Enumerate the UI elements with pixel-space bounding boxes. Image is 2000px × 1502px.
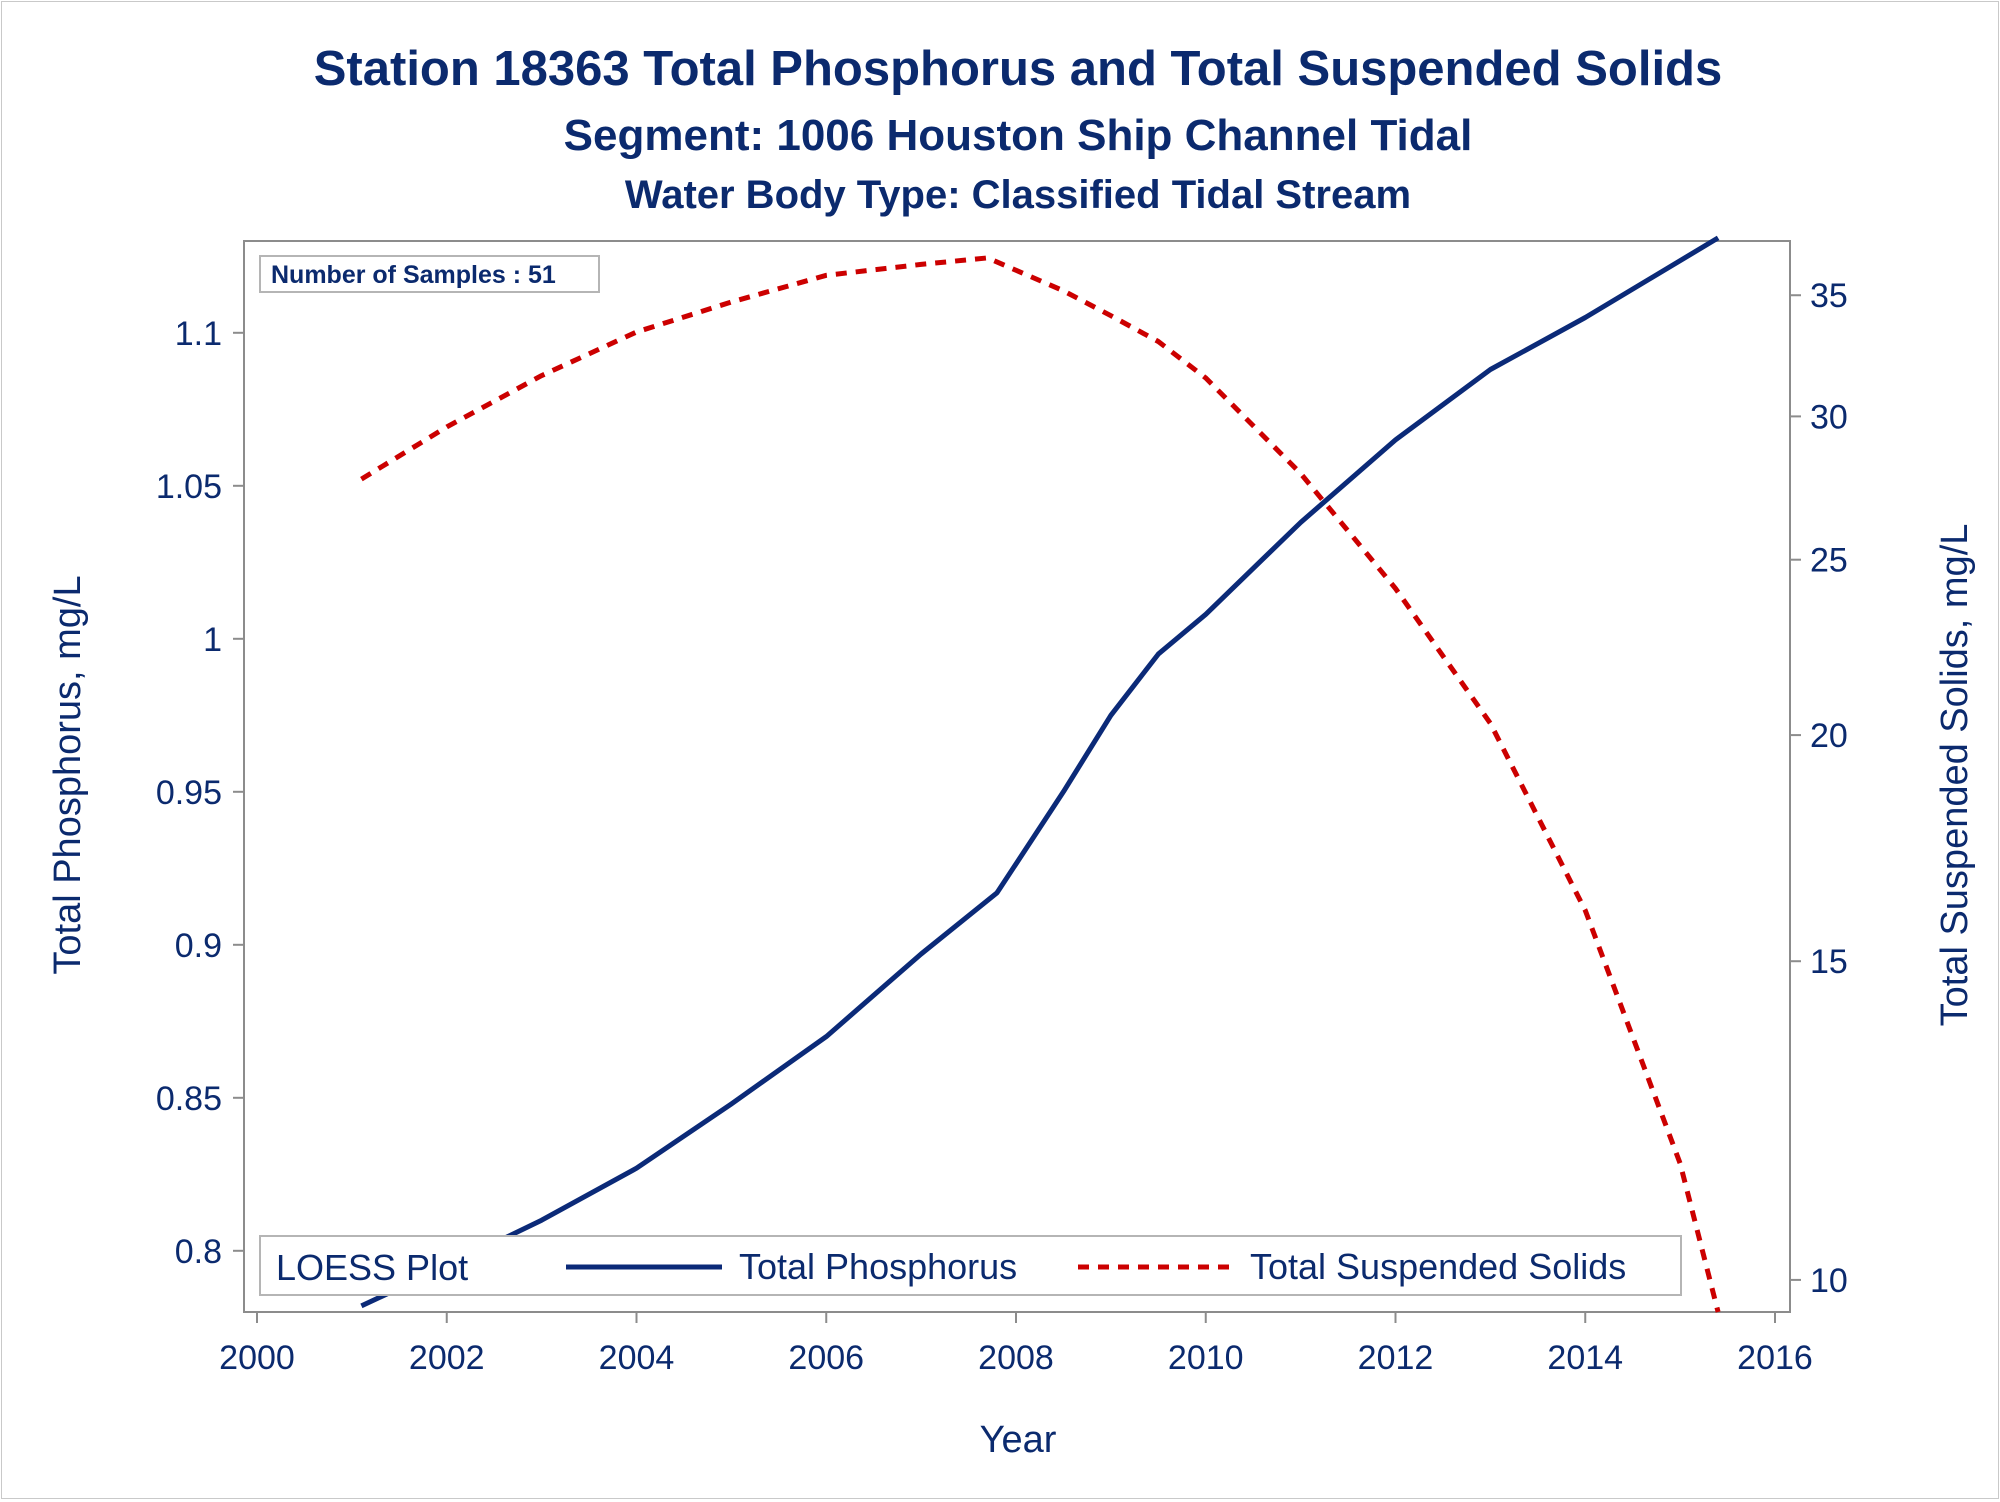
left-y-axis-label: Total Phosphorus, mg/L bbox=[47, 575, 89, 974]
right-y-tick-label: 15 bbox=[1810, 943, 1848, 981]
x-tick-label: 2002 bbox=[409, 1339, 485, 1377]
x-tick-label: 2010 bbox=[1168, 1339, 1244, 1377]
series-line-total-phosphorus bbox=[360, 235, 1720, 1309]
right-y-tick-label: 25 bbox=[1810, 542, 1848, 580]
x-axis-label: Year bbox=[980, 1419, 1057, 1461]
plot-area bbox=[243, 240, 1791, 1313]
x-tick-label: 2008 bbox=[978, 1339, 1054, 1377]
x-tick-label: 2012 bbox=[1358, 1339, 1434, 1377]
x-tick-label: 2004 bbox=[599, 1339, 675, 1377]
chart-subtitle-2: Water Body Type: Classified Tidal Stream bbox=[625, 173, 1411, 217]
chart-title: Station 18363 Total Phosphorus and Total… bbox=[314, 42, 1723, 96]
left-y-tick-label: 1 bbox=[203, 621, 222, 659]
x-tick-label: 2006 bbox=[788, 1339, 864, 1377]
sample-count-label: Number of Samples : 51 bbox=[271, 261, 556, 289]
right-y-tick-label: 35 bbox=[1810, 277, 1848, 315]
series-line-total-suspended-solids bbox=[360, 255, 1721, 1313]
right-y-axis-label: Total Suspended Solids, mg/L bbox=[1934, 524, 1976, 1027]
legend-label-phosphorus: Total Phosphorus bbox=[739, 1246, 1017, 1287]
sample-count-inset: Number of Samples : 51 bbox=[259, 255, 600, 293]
legend-box bbox=[259, 1235, 1682, 1296]
left-y-tick-label: 0.85 bbox=[156, 1080, 222, 1118]
chart-subtitle: Segment: 1006 Houston Ship Channel Tidal bbox=[564, 111, 1473, 160]
left-y-tick-label: 0.9 bbox=[175, 927, 222, 965]
x-tick-label: 2000 bbox=[219, 1339, 295, 1377]
right-y-tick-label: 30 bbox=[1810, 398, 1848, 436]
left-y-tick-label: 0.8 bbox=[175, 1233, 222, 1271]
legend: LOESS Plot Total Phosphorus Total Suspen… bbox=[259, 1235, 1682, 1296]
left-y-tick-label: 1.05 bbox=[156, 468, 222, 506]
x-axis: 2000 2002 2004 2006 2008 2010 2012 2014 2016 bbox=[219, 1312, 1813, 1377]
x-tick-label: 2014 bbox=[1547, 1339, 1623, 1377]
right-y-axis: 10 15 20 25 30 35 bbox=[1790, 277, 1848, 1300]
x-tick-label: 2016 bbox=[1737, 1339, 1813, 1377]
right-y-tick-label: 10 bbox=[1810, 1262, 1848, 1300]
legend-title: LOESS Plot bbox=[276, 1247, 468, 1288]
left-y-axis: 0.8 0.85 0.9 0.95 1 1.05 1.1 bbox=[156, 315, 244, 1271]
sample-count-box bbox=[259, 255, 600, 293]
series-layer bbox=[360, 235, 1721, 1313]
right-y-tick-label: 20 bbox=[1810, 717, 1848, 755]
legend-label-solids: Total Suspended Solids bbox=[1250, 1246, 1626, 1287]
left-y-tick-label: 1.1 bbox=[175, 315, 222, 353]
left-y-tick-label: 0.95 bbox=[156, 774, 222, 812]
